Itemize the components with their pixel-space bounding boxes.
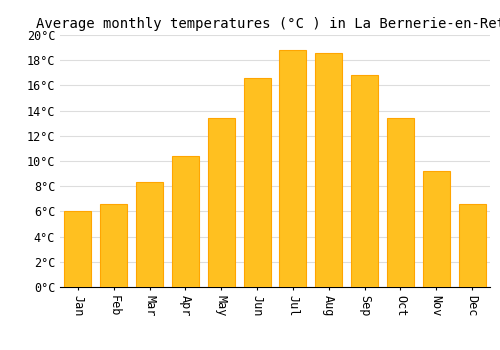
Bar bbox=[280, 50, 306, 287]
Bar bbox=[100, 204, 127, 287]
Bar bbox=[244, 78, 270, 287]
Bar bbox=[387, 118, 414, 287]
Title: Average monthly temperatures (°C ) in La Bernerie-en-Retz: Average monthly temperatures (°C ) in La… bbox=[36, 17, 500, 31]
Bar bbox=[136, 182, 163, 287]
Bar bbox=[64, 211, 92, 287]
Bar bbox=[423, 171, 450, 287]
Bar bbox=[172, 156, 199, 287]
Bar bbox=[316, 52, 342, 287]
Bar bbox=[208, 118, 234, 287]
Bar bbox=[351, 75, 378, 287]
Bar bbox=[458, 204, 485, 287]
